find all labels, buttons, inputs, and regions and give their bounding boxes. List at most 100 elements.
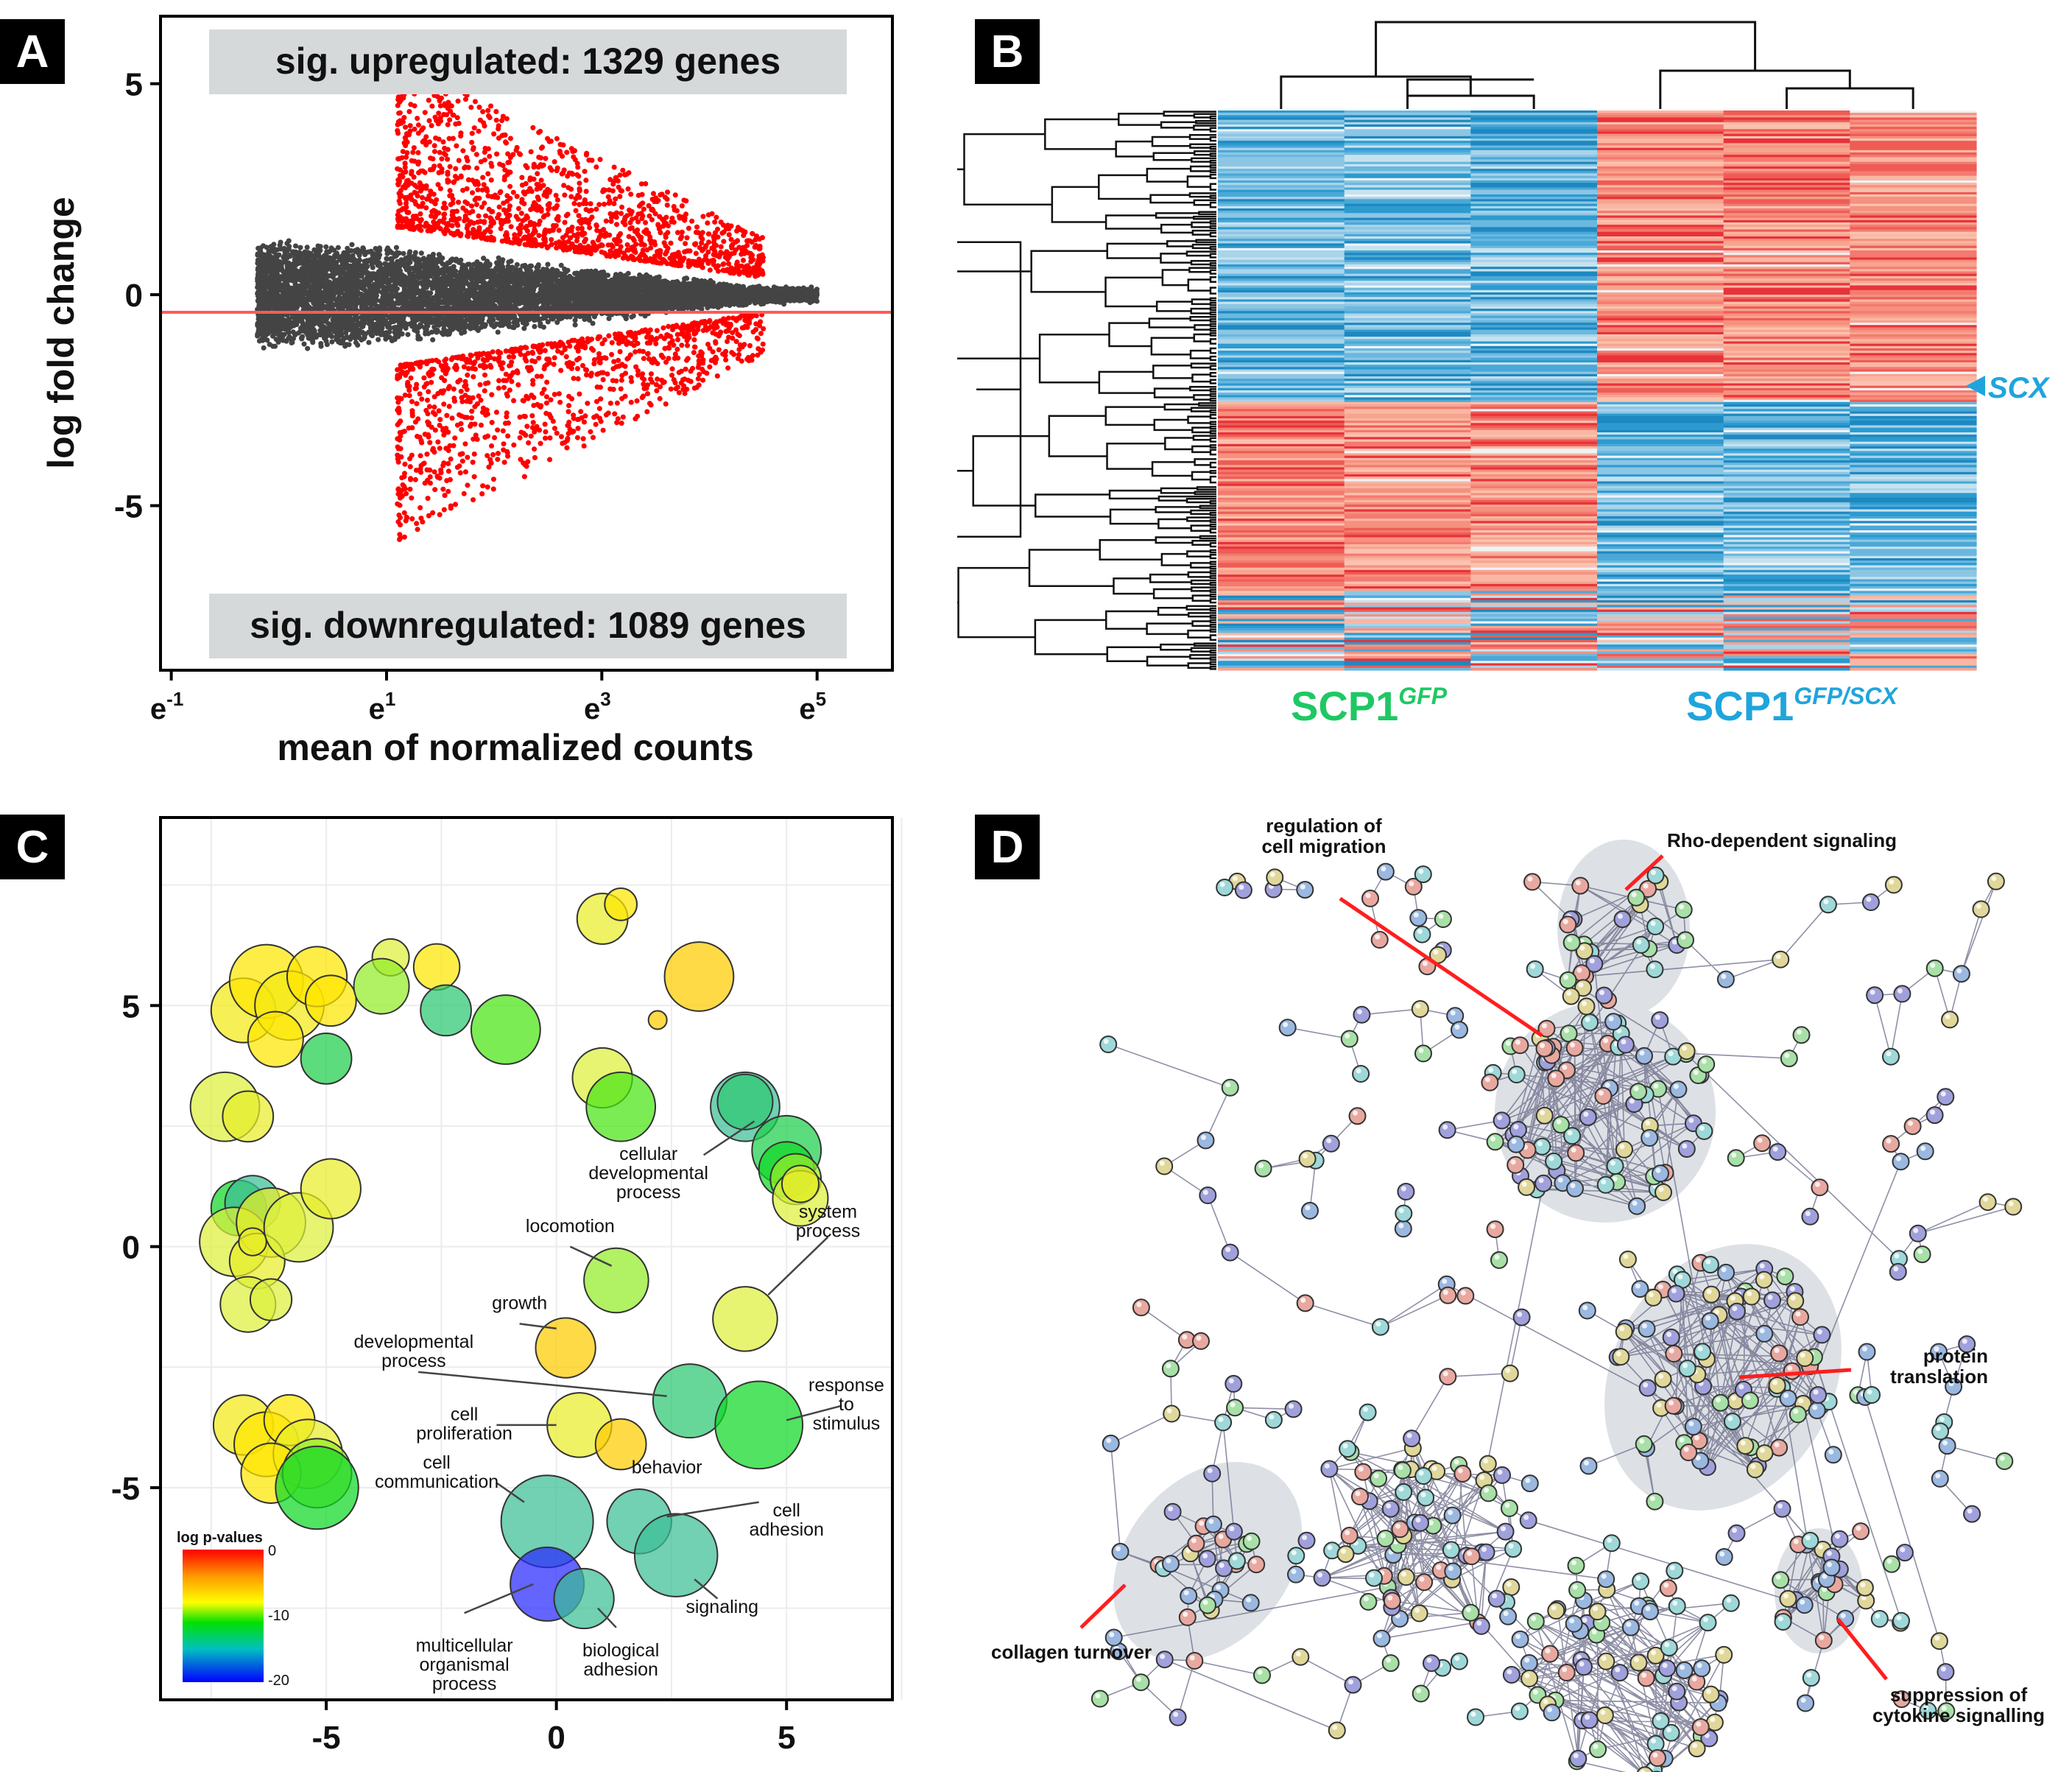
network-node xyxy=(1493,1111,1511,1130)
network-node xyxy=(1596,1706,1614,1724)
term-label: signaling xyxy=(686,1597,758,1617)
label-protein-translation: protein translation xyxy=(1890,1345,1988,1388)
network-node xyxy=(1376,1530,1395,1547)
network-node xyxy=(1417,1488,1435,1507)
network-node xyxy=(1493,1466,1511,1484)
network-node xyxy=(1972,900,1990,918)
term-label: response to stimulus xyxy=(808,1375,884,1434)
network-node xyxy=(1502,1578,1520,1596)
network-node xyxy=(1779,1589,1797,1608)
term-labels: cellular developmental process locomotion sy… xyxy=(354,1144,884,1695)
network-node xyxy=(1763,1291,1781,1309)
network-node xyxy=(1665,1345,1683,1363)
network-node xyxy=(1462,1603,1480,1622)
network-node xyxy=(1403,1430,1421,1448)
network-node xyxy=(1414,1467,1433,1485)
network-node xyxy=(1861,893,1880,911)
panel-c: C cellular developmental process locomotion… xyxy=(0,803,957,1772)
network-node xyxy=(1352,1065,1370,1083)
network-node xyxy=(1543,1704,1561,1722)
network-node xyxy=(1628,1197,1646,1215)
x-tick-label: e1 xyxy=(369,688,396,725)
column-dendrogram xyxy=(1280,21,1914,109)
network-node xyxy=(1203,1464,1222,1483)
network-node xyxy=(1684,1418,1702,1436)
term-label: multicellular organismal process xyxy=(416,1636,513,1695)
network-node xyxy=(1504,1540,1523,1558)
x-tick-label: 0 xyxy=(547,1720,565,1756)
network-node xyxy=(1884,876,1903,894)
down-annotation: sig. downregulated: 1089 genes xyxy=(250,605,806,646)
network-node xyxy=(1090,1690,1109,1708)
network-node xyxy=(1801,1531,1819,1550)
network-node xyxy=(1649,1749,1666,1767)
group-label-gfp: SCP1GFP xyxy=(1291,683,1448,729)
network-node xyxy=(1987,872,2005,890)
ma-plot-points xyxy=(255,59,820,542)
network-node xyxy=(1224,1522,1243,1541)
network-node xyxy=(1297,1531,1316,1550)
network-node xyxy=(1370,931,1389,949)
network-node xyxy=(1664,1396,1682,1415)
network-node xyxy=(1481,1073,1499,1091)
bubble xyxy=(594,1418,647,1471)
network-node xyxy=(1199,1596,1216,1614)
network-node xyxy=(1155,1650,1174,1669)
callout-lines xyxy=(1079,854,1888,1681)
term-label: cell communication xyxy=(375,1452,498,1492)
network-node xyxy=(1819,896,1837,914)
network-node xyxy=(1320,1460,1339,1478)
network-node xyxy=(1797,1694,1815,1712)
bubble-plot: cellular developmental process locomotion sy… xyxy=(111,816,903,1756)
network-node xyxy=(1397,1568,1415,1586)
network-node xyxy=(1772,1571,1790,1589)
network-node xyxy=(1221,1243,1239,1262)
network-node xyxy=(1253,1666,1271,1684)
network-node xyxy=(1197,1131,1215,1150)
network-node xyxy=(1727,1524,1746,1542)
network-node xyxy=(1439,1286,1457,1304)
y-tick-label: -5 xyxy=(111,1471,140,1507)
network-node xyxy=(1423,1654,1440,1673)
y-tick-label: 5 xyxy=(125,67,143,103)
network-node xyxy=(1526,960,1544,978)
network-node xyxy=(1938,1437,1956,1455)
network-node xyxy=(1773,1499,1791,1518)
network-node xyxy=(1523,873,1541,891)
network-node xyxy=(1434,910,1452,928)
network-node xyxy=(1588,1603,1607,1621)
network-node xyxy=(1512,1308,1531,1326)
network-node xyxy=(1519,1511,1537,1530)
network-node xyxy=(1742,1287,1761,1306)
network-node xyxy=(1361,889,1379,907)
network-node xyxy=(1903,1117,1922,1136)
network-node xyxy=(1701,1312,1719,1330)
network-node xyxy=(1674,901,1693,919)
network-node xyxy=(1395,1483,1413,1501)
network-node xyxy=(1632,1572,1650,1590)
network-node xyxy=(1185,1652,1204,1670)
network-node xyxy=(1444,1562,1462,1581)
network-node xyxy=(1393,1461,1412,1480)
network-node xyxy=(1163,1404,1181,1423)
network-node xyxy=(1204,1515,1222,1533)
network-node xyxy=(1340,1030,1359,1048)
network-node xyxy=(1830,1530,1849,1548)
network-node xyxy=(1132,1673,1150,1692)
legend-bar xyxy=(183,1550,264,1682)
network-node xyxy=(1889,1262,1907,1281)
network-node xyxy=(1618,1251,1637,1268)
bubble xyxy=(275,1445,359,1530)
network-node xyxy=(1370,1469,1388,1488)
network-node xyxy=(1567,1556,1585,1575)
y-tick-label: 5 xyxy=(122,988,140,1024)
bubble xyxy=(420,984,472,1037)
bubble xyxy=(249,1278,293,1321)
network-node xyxy=(1638,1379,1657,1397)
network-node xyxy=(1677,1140,1696,1158)
network-node xyxy=(1769,1143,1787,1161)
network-node xyxy=(1644,1288,1663,1307)
network-node xyxy=(1723,1413,1741,1431)
network-node xyxy=(1863,1386,1881,1404)
points-significant xyxy=(395,59,767,542)
